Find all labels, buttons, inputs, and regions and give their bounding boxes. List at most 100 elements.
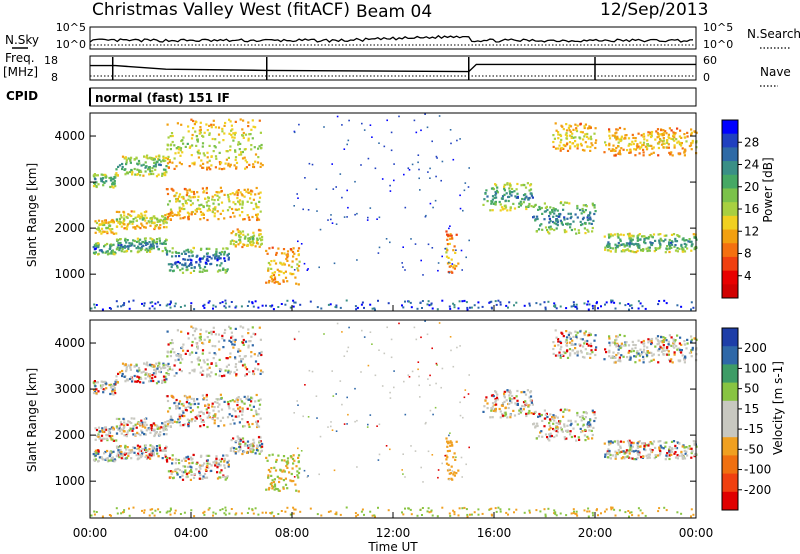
power-cell: [198, 204, 201, 207]
velocity-cell: [211, 344, 214, 348]
velocity-cell: [141, 431, 144, 434]
velocity-cell: [615, 344, 619, 347]
velocity-cell: [235, 440, 238, 443]
power-cell: [240, 193, 243, 196]
velocity-cell: [158, 362, 161, 365]
velocity-cell: [205, 330, 208, 333]
power-cell: [639, 238, 642, 241]
velocity-cell: [565, 344, 568, 347]
velocity-cell: [644, 449, 647, 452]
power-cell: [331, 163, 333, 165]
power-cell: [252, 305, 255, 308]
velocity-cell: [513, 511, 515, 514]
power-cell: [446, 262, 450, 265]
velocity-cell: [623, 344, 626, 347]
velocity-cell: [496, 393, 499, 396]
power-cell: [539, 224, 542, 227]
power-cell: [119, 214, 122, 217]
power-cell: [553, 305, 556, 308]
power-cell: [184, 199, 187, 202]
velocity-cell: [574, 512, 577, 515]
velocity-cell: [119, 428, 123, 431]
power-cell: [650, 133, 653, 136]
velocity-cell: [225, 454, 228, 457]
power-cell: [256, 161, 260, 164]
power-cell: [255, 213, 258, 216]
power-cell: [229, 240, 232, 243]
velocity-cell: [148, 380, 151, 383]
velocity-cell: [204, 404, 207, 407]
power-cell: [170, 265, 173, 269]
velocity-cell: [628, 515, 630, 518]
velocity-cell: [670, 358, 673, 361]
power-cell: [241, 150, 244, 154]
velocity-cell: [121, 369, 124, 373]
velocity-cell: [223, 460, 226, 463]
velocity-cell: [679, 348, 682, 351]
velocity-cell: [617, 448, 620, 452]
power-cell: [569, 212, 572, 215]
nsky-tick-top: 10^5: [56, 21, 86, 34]
velocity-cell: [93, 510, 96, 513]
power-cell: [628, 232, 631, 235]
velocity-cell: [272, 480, 276, 484]
velocity-cell: [670, 440, 674, 443]
velocity-cell: [248, 445, 251, 448]
velocity-cell: [588, 332, 591, 335]
velocity-cell: [482, 410, 485, 413]
velocity-cell: [221, 334, 224, 337]
power-cell: [289, 272, 292, 275]
velocity-cell: [568, 409, 571, 412]
power-cell: [125, 249, 129, 252]
power-cell: [662, 146, 665, 149]
power-cell: [214, 253, 217, 256]
velocity-cell: [226, 416, 230, 419]
power-cell: [210, 155, 213, 158]
power-cell: [120, 250, 123, 253]
power-cell: [636, 143, 639, 146]
velocity-cell: [173, 364, 176, 367]
power-cell: [520, 184, 523, 187]
power-cell: [690, 308, 692, 311]
velocity-cell: [277, 489, 280, 492]
power-cell: [183, 207, 186, 211]
power-cell: [306, 269, 309, 271]
power-cell: [508, 182, 512, 185]
velocity-cell: [190, 418, 193, 421]
power-cell: [319, 228, 322, 231]
velocity-cell: [184, 352, 187, 355]
velocity-cell: [664, 458, 667, 461]
power-cell: [174, 263, 177, 266]
power-cell: [499, 209, 502, 212]
power-cell: [108, 307, 111, 309]
power-cell: [159, 224, 162, 227]
velocity-cell: [652, 440, 656, 443]
velocity-cell: [657, 340, 660, 343]
power-cell: [628, 151, 631, 154]
velocity-cell: [156, 367, 159, 370]
power-cell: [367, 157, 370, 160]
power-cell: [549, 206, 552, 209]
power-cell: [93, 244, 96, 247]
power-cell: [190, 266, 193, 269]
power-cell: [213, 145, 216, 148]
power-cell: [100, 232, 103, 235]
power-cell: [683, 242, 686, 245]
power-cell: [463, 299, 466, 302]
velocity-cell: [230, 508, 233, 510]
velocity-cell: [139, 424, 142, 427]
velocity-cell: [690, 335, 693, 338]
power-cell: [204, 261, 207, 264]
velocity-cell: [629, 356, 632, 359]
velocity-cell: [125, 370, 128, 373]
power-cell: [453, 264, 456, 267]
power-cell: [608, 236, 611, 239]
velocity-cell: [497, 506, 500, 509]
velocity-cell: [223, 512, 226, 515]
power-cell: [199, 210, 203, 214]
velocity-cell: [126, 423, 129, 426]
power-cell: [134, 216, 137, 219]
velocity-cell: [289, 513, 292, 516]
velocity-cell: [255, 411, 258, 414]
power-cbar-swatch: [722, 147, 738, 162]
